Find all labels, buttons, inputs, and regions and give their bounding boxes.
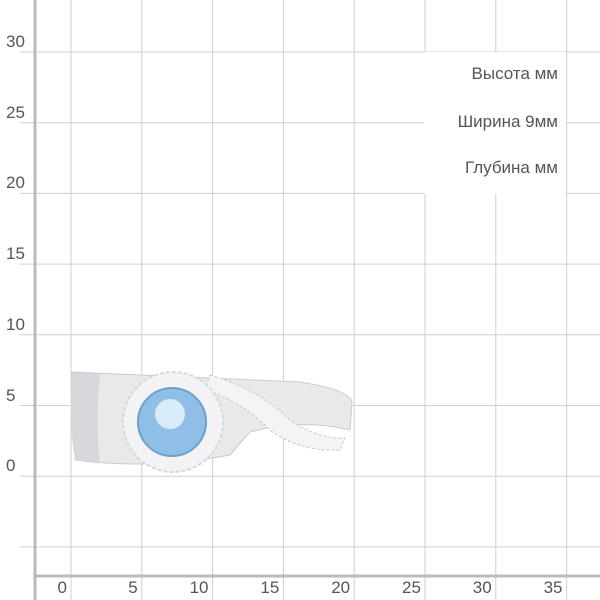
y-tick-label: 25	[6, 102, 25, 122]
y-tick-label: 15	[6, 244, 25, 264]
x-tick-label: 10	[189, 578, 209, 597]
y-tick-label: 30	[6, 32, 25, 51]
x-tick-label: 25	[402, 578, 421, 597]
y-tick-label: 10	[6, 314, 25, 334]
y-tick-label: 0	[6, 456, 16, 476]
y-tick-label: 5	[6, 385, 16, 405]
y-tick-label: 20	[6, 173, 25, 193]
x-tick-label: 20	[331, 578, 351, 597]
width-label: Ширина 9мм	[457, 112, 558, 131]
x-tick-label: 30	[472, 578, 492, 597]
x-tick-label: 5	[128, 578, 138, 597]
depth-label: Глубина мм	[464, 158, 558, 177]
x-tick-label: 15	[260, 578, 280, 597]
ring-image	[70, 371, 353, 473]
x-tick-label: 0	[57, 578, 67, 597]
height-label: Высота мм	[471, 64, 558, 83]
x-tick-label: 35	[543, 578, 563, 597]
dimensions-panel: Высота мм Ширина 9мм Глубина мм	[424, 52, 566, 194]
